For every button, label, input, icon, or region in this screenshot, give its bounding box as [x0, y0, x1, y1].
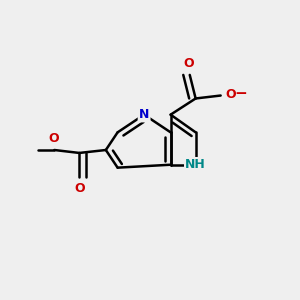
- Text: O: O: [225, 88, 236, 100]
- Text: O: O: [183, 58, 194, 70]
- Text: O: O: [48, 132, 59, 145]
- Text: O: O: [74, 182, 85, 195]
- Text: −: −: [235, 86, 247, 101]
- Text: N: N: [139, 108, 149, 121]
- Text: NH: NH: [185, 158, 206, 171]
